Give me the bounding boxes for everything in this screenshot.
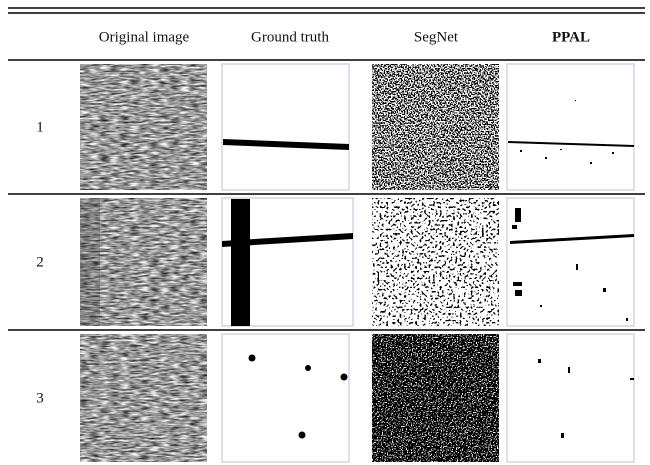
row-label: 2 — [36, 254, 44, 270]
column-header: Ground truth — [251, 29, 329, 45]
ppal-image — [507, 334, 634, 462]
row-label: 3 — [36, 390, 44, 406]
segnet-image — [372, 64, 499, 190]
original-image — [80, 64, 207, 190]
ground-truth-image — [222, 334, 349, 462]
segnet-image — [372, 198, 499, 326]
row-label: 1 — [36, 119, 44, 135]
original-image — [80, 334, 207, 462]
figure-table: Original image Ground truth SegNet PPAL … — [0, 0, 650, 465]
segnet-image — [372, 334, 499, 462]
ppal-image — [507, 198, 634, 326]
column-header: SegNet — [414, 29, 459, 45]
ground-truth-image — [222, 64, 349, 190]
column-header: Original image — [99, 29, 190, 45]
original-shadow — [80, 198, 100, 326]
ppal-image — [507, 64, 634, 190]
column-header: PPAL — [552, 29, 590, 45]
